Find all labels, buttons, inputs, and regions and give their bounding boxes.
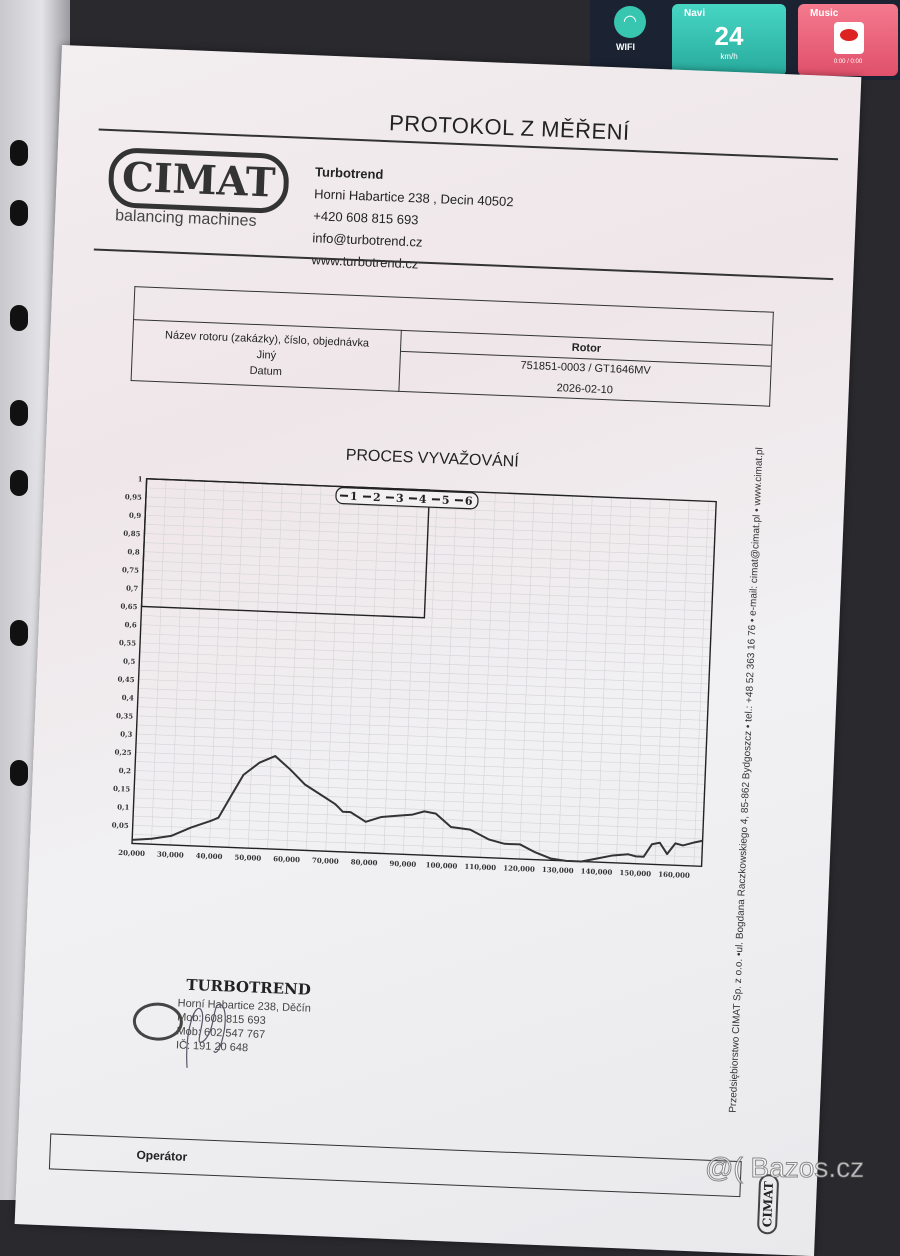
y-tick-label: 0,05 bbox=[111, 820, 129, 830]
y-tick-label: 0,95 bbox=[125, 492, 143, 502]
y-tick-label: 0,3 bbox=[120, 729, 133, 738]
x-tick-label: 150,000 bbox=[619, 868, 651, 878]
navi-card: Navi 24 km/h bbox=[672, 4, 786, 76]
company-stamp: TURBOTREND Horní Habartice 238, Děčín Mo… bbox=[131, 974, 324, 1072]
y-tick-label: 0,8 bbox=[127, 547, 140, 556]
x-tick-label: 130,000 bbox=[542, 865, 574, 875]
music-time: 0:00 / 0:00 bbox=[798, 58, 898, 66]
y-tick-label: 0,5 bbox=[123, 656, 136, 665]
x-tick-label: 20,000 bbox=[118, 848, 145, 858]
x-tick-label: 30,000 bbox=[157, 849, 184, 859]
x-tick-label: 140,000 bbox=[581, 866, 613, 876]
binder-hole bbox=[10, 620, 28, 646]
x-tick-label: 60,000 bbox=[273, 854, 300, 864]
x-tick-label: 50,000 bbox=[234, 853, 261, 863]
binder-hole bbox=[10, 200, 28, 226]
binder-hole bbox=[10, 470, 28, 496]
x-tick-label: 120,000 bbox=[503, 863, 535, 873]
operator-box: Operátor bbox=[49, 1133, 742, 1197]
x-tick-label: 160,000 bbox=[658, 870, 690, 880]
speed-value: 24 bbox=[672, 22, 786, 50]
company-name: Turbotrend bbox=[315, 164, 384, 182]
binder-hole bbox=[10, 400, 28, 426]
y-tick-label: 0,55 bbox=[119, 638, 137, 648]
album-art bbox=[834, 22, 864, 54]
document-title: PROTOKOL Z MĚŘENÍ bbox=[389, 110, 631, 146]
operator-label: Operátor bbox=[136, 1148, 187, 1164]
balancing-process-chart: 0,05 0,1 0,15 0,2 0,25 0,3 0,35 0,4 0,45 0,5 0,55 0… bbox=[81, 457, 737, 892]
measurement-protocol-sheet: PROTOKOL Z MĚŘENÍ CIMAT balancing machin… bbox=[15, 45, 862, 1256]
y-tick-label: 0,15 bbox=[113, 784, 131, 794]
y-tick-label: 0,65 bbox=[120, 602, 138, 612]
x-tick-label: 80,000 bbox=[351, 857, 378, 867]
speed-unit: km/h bbox=[672, 52, 786, 62]
y-tick-label: 0,75 bbox=[122, 565, 140, 575]
bazos-watermark: @( Bazos.cz bbox=[705, 1152, 864, 1184]
y-tick-label: 1 bbox=[138, 474, 143, 483]
y-tick-label: 0,1 bbox=[117, 802, 130, 811]
legend-label: 5 bbox=[442, 494, 450, 507]
y-tick-label: 0,25 bbox=[114, 747, 132, 757]
legend-label: 1 bbox=[350, 490, 358, 503]
x-tick-label: 110,000 bbox=[464, 862, 496, 872]
wifi-icon: ◠ bbox=[614, 6, 646, 38]
wifi-label: WIFI bbox=[616, 42, 635, 53]
y-tick-label: 0,45 bbox=[117, 674, 135, 684]
y-tick-label: 0,9 bbox=[129, 511, 142, 520]
legend-label: 2 bbox=[373, 491, 381, 504]
x-tick-label: 40,000 bbox=[196, 851, 223, 861]
legend-label: 4 bbox=[419, 493, 428, 506]
legend-label: 3 bbox=[396, 492, 404, 505]
cimat-logo: CIMAT bbox=[108, 147, 290, 214]
y-tick-label: 0,2 bbox=[119, 766, 132, 775]
y-tick-label: 0,7 bbox=[126, 584, 139, 593]
binder-hole bbox=[10, 305, 28, 331]
y-tick-label: 0,4 bbox=[121, 693, 134, 702]
x-tick-label: 90,000 bbox=[389, 859, 416, 869]
x-tick-label: 70,000 bbox=[312, 856, 339, 866]
y-tick-label: 0,6 bbox=[124, 620, 137, 629]
binder-hole bbox=[10, 760, 28, 786]
binder-hole bbox=[10, 140, 28, 166]
y-tick-label: 0,85 bbox=[123, 529, 141, 539]
legend-label: 6 bbox=[465, 495, 474, 508]
x-tick-label: 100,000 bbox=[426, 860, 458, 870]
music-label: Music bbox=[810, 8, 838, 20]
music-card: Music 0:00 / 0:00 bbox=[798, 4, 898, 76]
handwritten-signature bbox=[179, 990, 242, 1072]
y-tick-label: 0,35 bbox=[116, 711, 134, 721]
navi-label: Navi bbox=[684, 8, 705, 20]
left-labels-cell: Název rotoru (zakázky), číslo, objednávk… bbox=[131, 320, 402, 392]
rotor-info-table: Název rotoru (zakázky), číslo, objednávk… bbox=[131, 286, 774, 407]
